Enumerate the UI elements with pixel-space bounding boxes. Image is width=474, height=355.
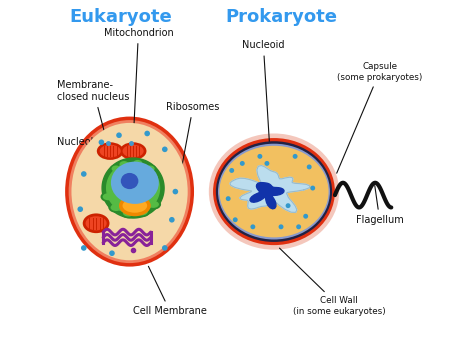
Text: Flagellum: Flagellum [356, 186, 403, 225]
Ellipse shape [81, 245, 87, 251]
Polygon shape [250, 182, 284, 209]
Ellipse shape [135, 207, 150, 217]
Text: Nucleolus: Nucleolus [57, 137, 124, 179]
Ellipse shape [303, 214, 308, 219]
Ellipse shape [83, 213, 109, 233]
Ellipse shape [233, 217, 237, 222]
Ellipse shape [148, 201, 159, 208]
Ellipse shape [279, 224, 283, 229]
Polygon shape [107, 163, 160, 213]
Ellipse shape [69, 120, 191, 263]
Ellipse shape [100, 145, 121, 157]
Ellipse shape [229, 168, 234, 173]
Ellipse shape [169, 217, 174, 223]
Polygon shape [230, 165, 310, 212]
Ellipse shape [250, 224, 255, 229]
Ellipse shape [137, 208, 148, 215]
Ellipse shape [292, 154, 298, 159]
Ellipse shape [85, 216, 107, 230]
Ellipse shape [119, 161, 128, 168]
Ellipse shape [216, 141, 332, 242]
Ellipse shape [173, 189, 178, 195]
Ellipse shape [103, 193, 114, 200]
Text: Cell Membrane: Cell Membrane [133, 266, 207, 316]
Ellipse shape [162, 245, 168, 251]
Ellipse shape [65, 116, 194, 267]
Ellipse shape [144, 164, 156, 173]
Ellipse shape [110, 164, 122, 173]
Ellipse shape [123, 209, 134, 217]
Ellipse shape [219, 146, 328, 237]
Text: Prokaryote: Prokaryote [225, 8, 337, 26]
Ellipse shape [81, 171, 87, 177]
Ellipse shape [162, 147, 168, 152]
Ellipse shape [119, 195, 151, 216]
Ellipse shape [121, 208, 136, 218]
Ellipse shape [146, 165, 155, 172]
Ellipse shape [145, 131, 150, 136]
Ellipse shape [120, 142, 146, 160]
Ellipse shape [110, 204, 122, 211]
Ellipse shape [99, 140, 104, 145]
Text: Eukaryote: Eukaryote [69, 8, 172, 26]
Ellipse shape [116, 132, 122, 138]
Ellipse shape [310, 186, 315, 191]
Text: Capsule
(some prokaryotes): Capsule (some prokaryotes) [337, 62, 422, 173]
Ellipse shape [213, 138, 335, 245]
Text: Cell Wall
(in some eukaryotes): Cell Wall (in some eukaryotes) [280, 248, 385, 316]
Ellipse shape [111, 165, 121, 172]
Ellipse shape [209, 133, 339, 250]
Text: Mitochondrion: Mitochondrion [103, 28, 173, 141]
Ellipse shape [307, 164, 312, 169]
Ellipse shape [109, 202, 124, 213]
Ellipse shape [218, 144, 330, 240]
Ellipse shape [264, 161, 269, 166]
Polygon shape [102, 158, 164, 218]
Ellipse shape [111, 162, 159, 204]
Text: Ribosomes: Ribosomes [166, 102, 219, 189]
Ellipse shape [72, 123, 188, 260]
Ellipse shape [286, 203, 291, 208]
Ellipse shape [121, 173, 138, 189]
Ellipse shape [100, 191, 116, 202]
Ellipse shape [77, 206, 83, 212]
Text: Membrane-
closed nucleus: Membrane- closed nucleus [57, 80, 130, 164]
Ellipse shape [146, 199, 161, 210]
Ellipse shape [240, 161, 245, 166]
Text: Nucleoid: Nucleoid [242, 40, 285, 157]
Ellipse shape [296, 224, 301, 229]
Ellipse shape [122, 199, 147, 213]
Ellipse shape [122, 145, 144, 157]
Ellipse shape [131, 159, 144, 167]
Ellipse shape [109, 250, 115, 256]
Ellipse shape [133, 160, 142, 166]
Ellipse shape [118, 160, 130, 169]
Ellipse shape [257, 154, 263, 159]
Ellipse shape [97, 142, 124, 160]
Ellipse shape [226, 196, 231, 201]
